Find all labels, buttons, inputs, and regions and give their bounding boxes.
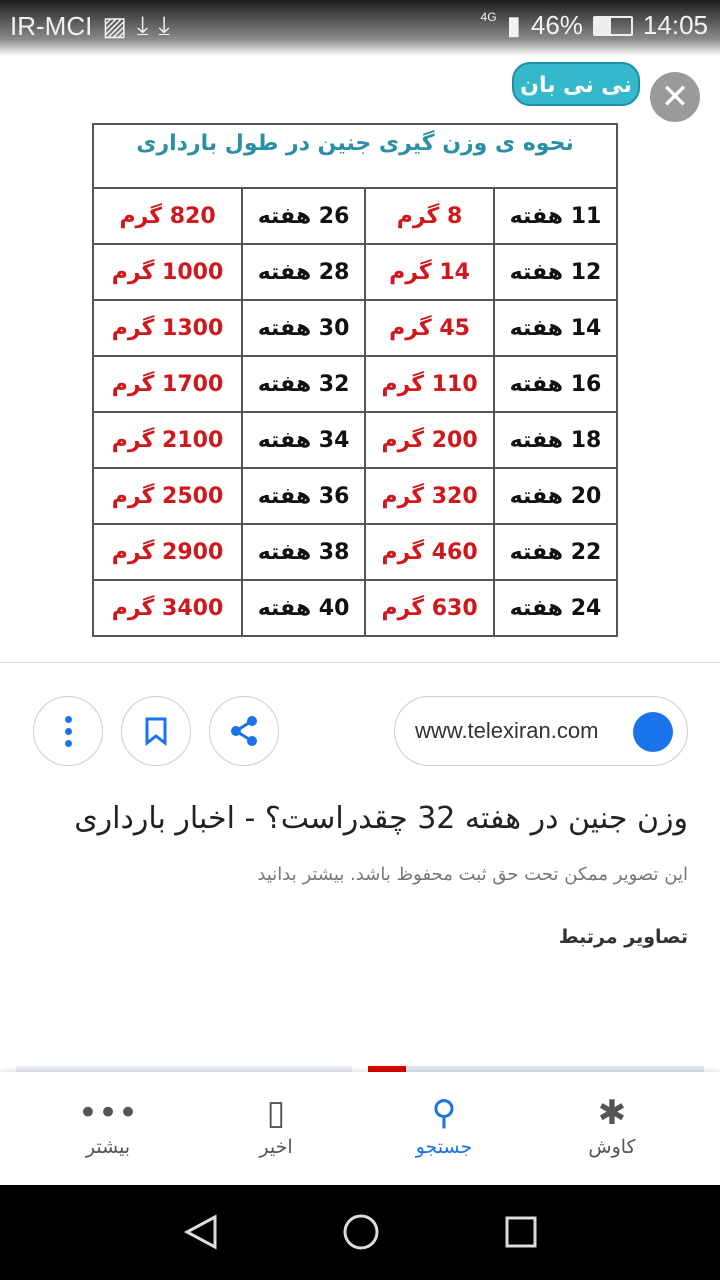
week-cell: 20 هفته — [493, 467, 618, 525]
nav-recent[interactable]: ▯ اخیر — [206, 1090, 346, 1158]
table-title: نحوه ی وزن گیری جنین در طول بارداری — [92, 123, 618, 189]
nav-label: اخیر — [259, 1136, 293, 1158]
week-cell: 26 هفته — [241, 187, 367, 245]
week-cell: 22 هفته — [493, 523, 618, 581]
weight-cell: 1000 گرم — [91, 243, 244, 301]
result-title[interactable]: وزن جنین در هفته 32 چقدراست؟ - اخبار بار… — [74, 801, 688, 836]
weight-cell: 45 گرم — [364, 299, 495, 357]
discover-icon: ✱ — [597, 1093, 627, 1133]
copyright-note[interactable]: این تصویر ممکن تحت حق ثبت محفوظ باشد. بی… — [257, 864, 688, 885]
week-cell: 18 هفته — [493, 411, 618, 469]
watermark-logo: نی نی بان — [512, 62, 640, 106]
related-image[interactable] — [16, 1066, 352, 1072]
nav-label: کاوش — [588, 1136, 636, 1158]
weight-cell: 1300 گرم — [91, 299, 244, 357]
week-cell: 34 هفته — [241, 411, 367, 469]
week-cell: 11 هفته — [493, 187, 618, 245]
week-cell: 16 هفته — [493, 355, 618, 413]
week-cell: 24 هفته — [493, 579, 618, 637]
save-button[interactable] — [121, 696, 191, 766]
table-row: 16 هفته 110 گرم 32 هفته 1700 گرم — [91, 355, 618, 413]
weight-cell: 320 گرم — [364, 467, 495, 525]
weight-cell: 820 گرم — [91, 187, 244, 245]
system-nav-bar — [0, 1185, 720, 1280]
battery-icon — [592, 15, 633, 36]
nav-discover[interactable]: ✱ کاوش — [542, 1090, 682, 1158]
clock: 14:05 — [642, 10, 708, 40]
home-icon[interactable] — [343, 1214, 379, 1250]
week-cell: 40 هفته — [241, 579, 367, 637]
share-icon — [231, 716, 257, 746]
image-icon: ▨ — [102, 10, 127, 41]
weight-cell: 110 گرم — [364, 355, 495, 413]
divider — [0, 662, 720, 663]
table-row: 14 هفته 45 گرم 30 هفته 1300 گرم — [91, 299, 618, 357]
week-cell: 32 هفته — [241, 355, 367, 413]
table-row: 22 هفته 460 گرم 38 هفته 2900 گرم — [91, 523, 618, 581]
download-icon: ⤓ — [136, 10, 149, 40]
week-cell: 14 هفته — [493, 299, 618, 357]
network-type: 4G — [480, 10, 497, 24]
nav-label: بیشتر — [85, 1136, 131, 1158]
week-cell: 12 هفته — [493, 243, 618, 301]
table-row: 20 هفته 320 گرم 36 هفته 2500 گرم — [91, 467, 618, 525]
related-image[interactable] — [368, 1066, 704, 1072]
globe-icon — [633, 712, 673, 752]
back-icon[interactable] — [183, 1214, 217, 1250]
table-row: 12 هفته 14 گرم 28 هفته 1000 گرم — [91, 243, 618, 301]
table-row: 11 هفته 8 گرم 26 هفته 820 گرم — [91, 187, 618, 245]
table-row: 18 هفته 200 گرم 34 هفته 2100 گرم — [91, 411, 618, 469]
share-button[interactable] — [209, 696, 279, 766]
week-cell: 38 هفته — [241, 523, 367, 581]
source-url: www.telexiran.com — [415, 718, 599, 743]
more-options-button[interactable] — [33, 696, 103, 766]
weight-cell: 2100 گرم — [91, 411, 244, 469]
more-vert-icon — [64, 715, 72, 747]
carrier: IR-MCI — [10, 10, 93, 41]
nav-label: جستجو — [415, 1136, 473, 1158]
week-cell: 36 هفته — [241, 467, 367, 525]
source-link[interactable]: www.telexiran.com — [394, 696, 688, 766]
weight-table-image: نحوه ی وزن گیری جنین در طول بارداری 11 ه… — [91, 123, 618, 637]
weight-cell: 2500 گرم — [91, 467, 244, 525]
close-button[interactable]: ✕ — [650, 72, 700, 122]
nav-search[interactable]: ⚲ جستجو — [374, 1090, 514, 1158]
weight-cell: 3400 گرم — [91, 579, 244, 637]
weight-cell: 14 گرم — [364, 243, 495, 301]
more-icon: ••• — [77, 1093, 139, 1133]
search-icon: ⚲ — [431, 1093, 457, 1133]
result-info: وزن جنین در هفته 32 چقدراست؟ - اخبار بار… — [40, 790, 688, 950]
weight-cell: 200 گرم — [364, 411, 495, 469]
recents-icon[interactable] — [505, 1216, 537, 1248]
week-cell: 30 هفته — [241, 299, 367, 357]
week-cell: 28 هفته — [241, 243, 367, 301]
weight-cell: 630 گرم — [364, 579, 495, 637]
weight-cell: 8 گرم — [364, 187, 495, 245]
weight-cell: 1700 گرم — [91, 355, 244, 413]
recent-icon: ▯ — [266, 1093, 286, 1133]
nav-more[interactable]: ••• بیشتر — [38, 1090, 178, 1158]
related-heading: تصاویر مرتبط — [558, 926, 688, 948]
signal-icon: ▮ — [506, 10, 521, 40]
bookmark-icon — [145, 717, 167, 746]
bottom-nav: ••• بیشتر ▯ اخیر ⚲ جستجو ✱ کاوش — [0, 1072, 720, 1185]
battery-percent: 46% — [530, 10, 583, 40]
weight-cell: 2900 گرم — [91, 523, 244, 581]
download-icon: ⤓ — [158, 10, 170, 40]
weight-cell: 460 گرم — [364, 523, 495, 581]
status-bar: IR-MCI ▨ ⤓ ⤓ 4G ▮ 46% 14:05 — [0, 0, 720, 56]
table-row: 24 هفته 630 گرم 40 هفته 3400 گرم — [91, 579, 618, 637]
